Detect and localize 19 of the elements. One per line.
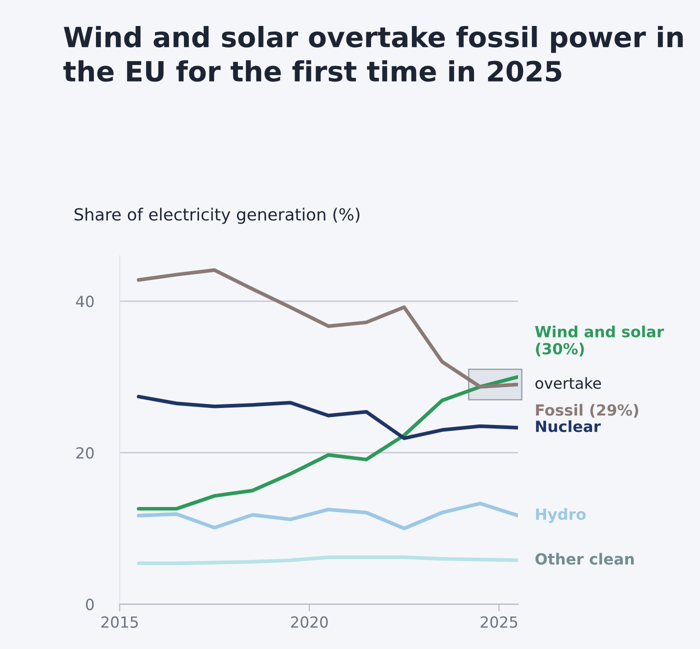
chart-title: Wind and solar overtake fossil power in the EU for the first time in 2025 [63,26,683,82]
line-series [136,394,518,440]
series-label: Hydro [536,508,586,524]
annotation: overtake [536,377,601,389]
line-series [136,375,518,511]
x-tick-label: 2025 [480,616,518,628]
series-label: Other clean [535,552,634,565]
y-tick-label: 40 [76,296,94,308]
x-tick-label: 2020 [291,616,328,628]
y-axis-title: Share of electricity generation (%) [74,208,360,224]
line-series [136,502,518,530]
line-series [136,555,518,566]
line-series [136,268,518,389]
series-label: Wind and solar (30%) [535,326,664,356]
y-tick-label: 20 [76,447,94,459]
y-tick-label: 0 [86,598,94,610]
x-tick-label: 2015 [101,616,138,628]
series-label: Fossil (29%) [536,404,638,418]
series-label: Nuclear [536,420,601,432]
